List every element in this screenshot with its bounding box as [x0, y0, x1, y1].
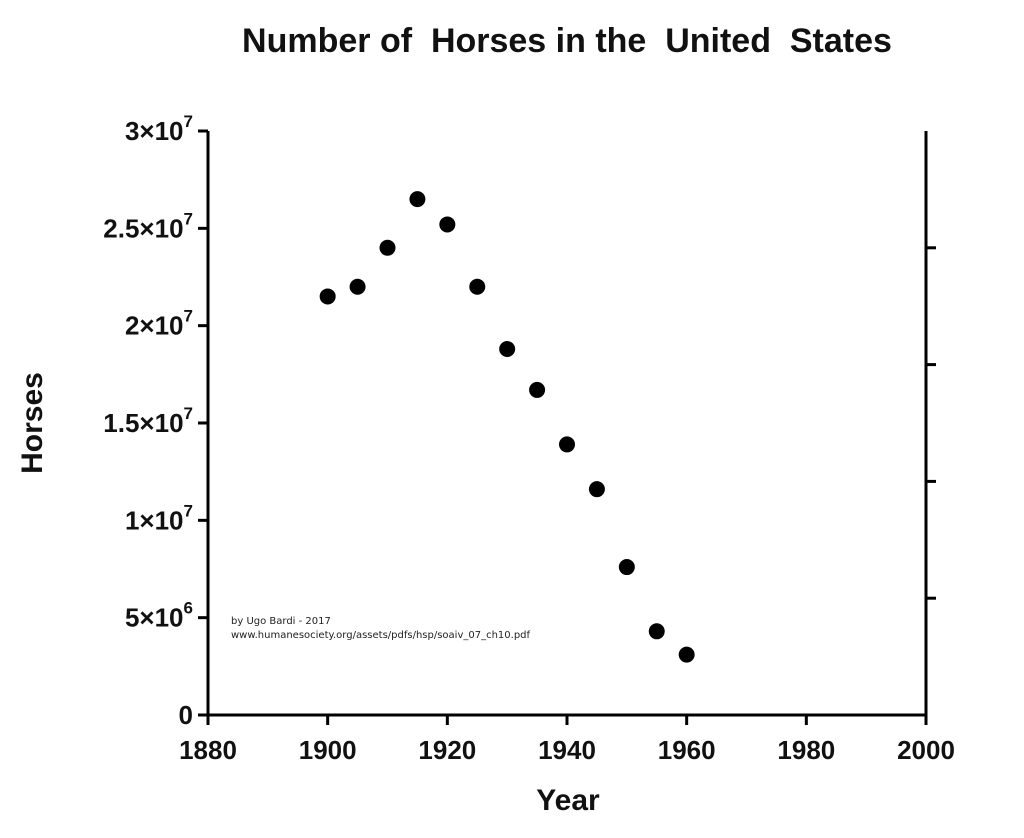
- data-point: [319, 288, 336, 305]
- data-point: [529, 381, 546, 398]
- data-point: [648, 623, 665, 640]
- y-tick-label: 2×107: [125, 307, 193, 341]
- data-points: [319, 191, 695, 663]
- y-tick-label: 3×107: [125, 112, 193, 146]
- y-axis-title: Horses: [16, 372, 49, 474]
- x-axis: 1880 1900 1920 1940 1960 1980 2000: [179, 715, 955, 765]
- x-tick-label: 2000: [897, 735, 955, 765]
- y-axis: 0 5×106 1×107 1.5×107 2×107 2.5×107 3×107: [103, 112, 208, 730]
- x-tick-label: 1900: [299, 735, 357, 765]
- data-point: [409, 191, 426, 208]
- y-tick-label: 1.5×107: [103, 404, 193, 438]
- x-tick-label: 1920: [418, 735, 476, 765]
- x-tick-label: 1960: [658, 735, 716, 765]
- data-point: [678, 646, 695, 663]
- data-point: [379, 239, 396, 256]
- x-tick-label: 1940: [538, 735, 596, 765]
- y-tick-label: 5×106: [125, 599, 193, 633]
- credit-source-url: www.humanesociety.org/assets/pdfs/hsp/so…: [231, 630, 531, 641]
- x-axis-title: Year: [536, 784, 600, 817]
- right-axis-ticks: [926, 246, 936, 600]
- y-tick-label: 2.5×107: [103, 209, 193, 243]
- data-point: [349, 278, 366, 295]
- data-point: [469, 278, 486, 295]
- data-point: [439, 216, 456, 233]
- data-point: [499, 341, 516, 358]
- data-point: [559, 436, 575, 453]
- x-tick-label: 1880: [179, 735, 237, 765]
- credit-author: by Ugo Bardi - 2017: [231, 616, 331, 627]
- chart-title: Number of Horses in the United States: [242, 22, 892, 60]
- data-point: [618, 559, 635, 576]
- plot-frame: [206, 131, 928, 717]
- data-point: [588, 481, 605, 498]
- y-tick-label: 0: [179, 700, 193, 730]
- y-tick-label: 1×107: [125, 501, 193, 535]
- x-tick-label: 1980: [777, 735, 835, 765]
